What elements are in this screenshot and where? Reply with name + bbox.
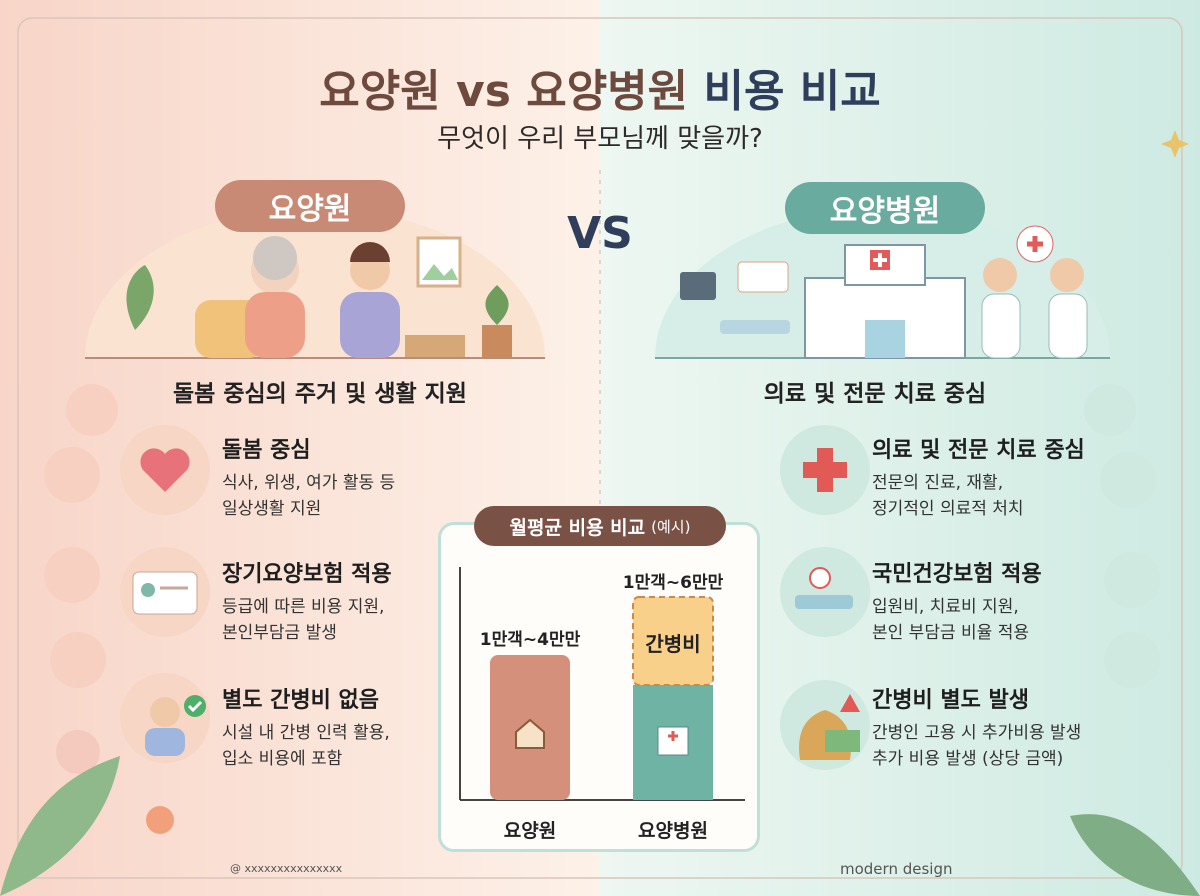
vs: VS (567, 208, 633, 259)
item-line: 간병인 고용 시 추가비용 발생 (872, 723, 1082, 743)
footer-right: modern design (840, 860, 953, 878)
item-title: 장기요양보험 적용 (222, 562, 392, 587)
right-tagline: 의료 및 전문 치료 중심 (763, 381, 987, 407)
item-line: 식사, 위생, 여가 활동 등 (222, 473, 396, 493)
item-line: 정기적인 의료적 처치 (872, 499, 1024, 519)
bar-extra (632, 596, 714, 686)
item-title: 돌봄 중심 (222, 438, 311, 463)
item-line: 시설 내 간병 인력 활용, (222, 723, 390, 743)
bar-extra-label: 간병비 (645, 632, 701, 656)
item-line: 입원비, 치료비 지원, (872, 597, 1019, 617)
title-main: 요양원 vs 요양병원 (319, 66, 689, 117)
footer-left: @ xxxxxxxxxxxxxxx (230, 862, 343, 875)
item-title: 별도 간병비 없음 (222, 688, 379, 713)
item-line: 전문의 진료, 재활, (872, 473, 1004, 493)
left-tagline: 돌봄 중심의 주거 및 생활 지원 (173, 381, 467, 407)
right-label: 요양병원 (785, 182, 985, 234)
item-line: 일상생활 지원 (222, 499, 322, 519)
item-title: 간병비 별도 발생 (872, 688, 1029, 713)
title-accent: 비용 비교 (703, 66, 881, 117)
cost-note: (예시) (651, 517, 691, 536)
item-line: 입소 비용에 포함 (222, 749, 343, 769)
item-title: 국민건강보험 적용 (872, 562, 1042, 587)
cost-title-text: 월평균 비용 비교 (509, 516, 646, 539)
subtitle: 무엇이 우리 부모님께 맞을까? (437, 124, 763, 154)
item-title: 의료 및 전문 치료 중심 (872, 438, 1085, 463)
bar-label: 요양원 (503, 820, 557, 842)
bar-range: 1만객~4만만 (479, 630, 581, 650)
item-line: 추가 비용 발생 (상당 금액) (872, 749, 1064, 769)
item-line: 본인 부담금 비율 적용 (872, 623, 1029, 643)
bar-range: 1만객~6만만 (622, 573, 724, 593)
title: 요양원 vs 요양병원 비용 비교 (0, 55, 1200, 119)
bar-label: 요양병원 (638, 820, 708, 842)
cost-title: 월평균 비용 비교 (예시) (474, 506, 726, 546)
left-label: 요양원 (215, 180, 405, 232)
item-line: 등급에 따른 비용 지원, (222, 597, 385, 617)
cost-chart (459, 567, 745, 801)
item-line: 본인부담금 발생 (222, 623, 337, 643)
